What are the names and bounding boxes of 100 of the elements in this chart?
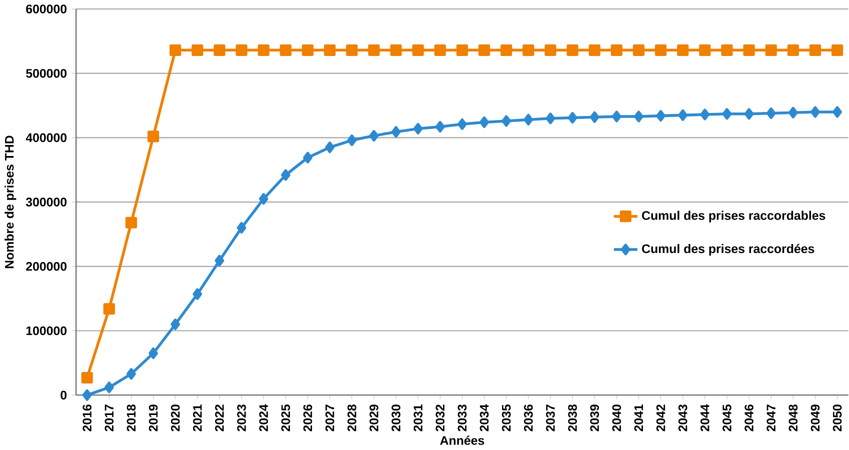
- point: [500, 44, 512, 56]
- x-tick-label: 2021: [193, 404, 202, 432]
- point: [568, 112, 578, 124]
- point: [699, 44, 711, 56]
- point: [214, 44, 226, 56]
- point: [744, 108, 754, 120]
- x-tick-label: 2023: [237, 404, 246, 432]
- point: [214, 255, 224, 267]
- x-tick-label: 2042: [656, 404, 666, 432]
- x-tick-label: 2026: [303, 404, 312, 432]
- y-tick-label: 100000: [26, 326, 67, 336]
- x-tick-label: 2025: [281, 404, 290, 432]
- point: [192, 44, 204, 56]
- point: [325, 142, 334, 154]
- point: [478, 44, 490, 56]
- point: [192, 288, 202, 300]
- x-tick-label: 2037: [546, 404, 555, 432]
- point: [125, 217, 138, 229]
- x-tick-label: 2032: [436, 404, 445, 432]
- point: [434, 44, 446, 56]
- point: [677, 44, 689, 56]
- point: [368, 44, 380, 56]
- point: [148, 348, 158, 360]
- point: [236, 222, 246, 234]
- point: [700, 108, 710, 121]
- point: [104, 382, 114, 394]
- x-tick-label: 2019: [148, 404, 158, 432]
- x-tick-label: 2041: [634, 404, 644, 432]
- point: [82, 390, 92, 402]
- point: [566, 44, 578, 56]
- point: [522, 44, 534, 56]
- x-tick-label: 2046: [744, 404, 754, 432]
- point: [280, 44, 292, 56]
- point: [170, 44, 182, 56]
- point: [766, 108, 776, 120]
- point: [126, 368, 136, 380]
- x-tick-label: 2029: [370, 404, 378, 432]
- point: [324, 44, 336, 56]
- x-tick-label: 2024: [259, 404, 268, 432]
- x-tick-label: 2047: [766, 404, 776, 432]
- point: [236, 44, 248, 56]
- point: [610, 44, 622, 56]
- point: [654, 44, 667, 56]
- y-tick-label: 300000: [26, 198, 67, 207]
- point: [632, 44, 644, 56]
- point: [546, 112, 556, 124]
- x-tick-label: 2048: [788, 404, 798, 432]
- x-tick-label: 2017: [104, 404, 114, 432]
- x-tick-label: 2045: [722, 404, 732, 432]
- point: [721, 44, 733, 56]
- x-tick-label: 2018: [126, 404, 136, 432]
- x-tick-label: 2043: [678, 404, 688, 432]
- point: [103, 303, 115, 315]
- point: [81, 372, 93, 384]
- point: [788, 107, 798, 119]
- point: [524, 114, 534, 126]
- point: [280, 169, 290, 182]
- legend-label: Cumul des prises raccordables: [642, 211, 826, 223]
- x-tick-label: 2022: [215, 404, 224, 432]
- x-tick-label: 2033: [458, 404, 467, 432]
- x-tick-label: 2016: [82, 404, 92, 432]
- y-tick-label: 500000: [26, 69, 67, 78]
- x-tick-label: 2039: [590, 404, 599, 432]
- point: [147, 130, 160, 142]
- point: [590, 112, 600, 124]
- point: [480, 116, 489, 128]
- y-tick-label: 200000: [26, 262, 67, 272]
- x-tick-label: 2034: [480, 404, 489, 432]
- y-tick-label: 600000: [26, 4, 67, 14]
- x-tick-label: 2044: [700, 404, 710, 432]
- point: [303, 152, 312, 164]
- point: [369, 130, 379, 142]
- y-tick-label: 0: [60, 390, 67, 400]
- point: [390, 44, 402, 56]
- point: [435, 121, 445, 133]
- x-tick-label: 2050: [832, 404, 842, 432]
- point: [347, 134, 357, 146]
- point: [743, 44, 755, 56]
- y-tick-label: 400000: [26, 134, 67, 142]
- point: [346, 44, 358, 56]
- point: [722, 108, 732, 120]
- x-tick-label: 2031: [414, 404, 422, 432]
- point: [832, 106, 842, 118]
- x-tick-label: 2049: [810, 404, 820, 432]
- legend-label: Cumul des prises raccordées: [642, 244, 814, 256]
- point: [787, 44, 799, 56]
- x-tick-label: 2027: [325, 404, 334, 432]
- y-axis-title: Nombre de prises THD: [4, 136, 16, 268]
- x-tick-label: 2036: [524, 404, 533, 432]
- point: [809, 44, 822, 56]
- x-tick-label: 2030: [392, 404, 400, 432]
- point: [612, 110, 622, 123]
- point: [456, 44, 468, 56]
- x-axis-title: Années: [440, 436, 484, 446]
- point: [413, 123, 423, 135]
- x-tick-label: 2020: [170, 404, 180, 432]
- point: [458, 118, 467, 130]
- point: [170, 318, 180, 330]
- point: [810, 106, 820, 118]
- point: [678, 110, 688, 122]
